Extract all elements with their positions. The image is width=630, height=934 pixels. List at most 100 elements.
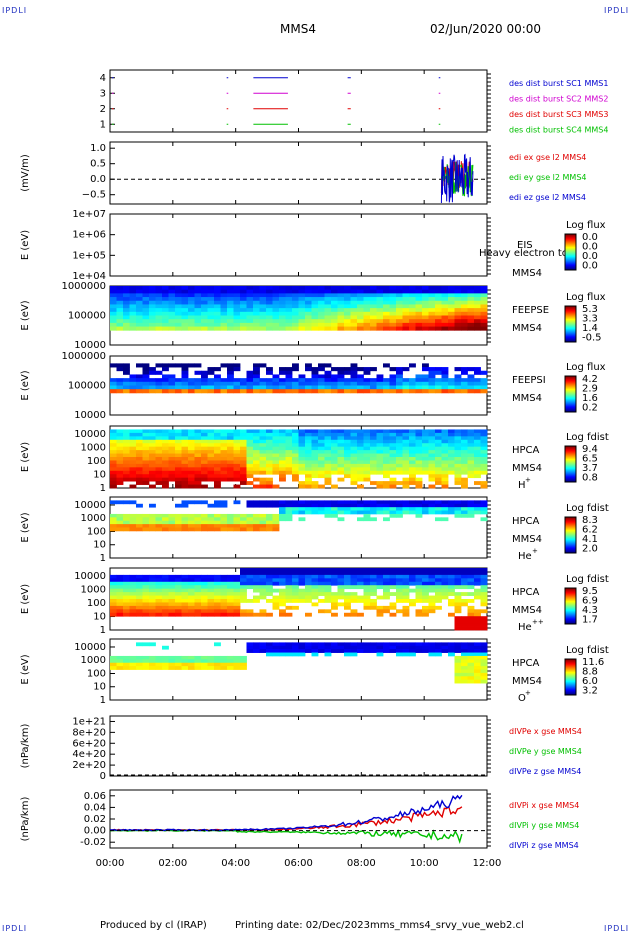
heatmap-cell-feepse [448,289,455,294]
colorbar-cell-hpca_he [565,546,576,548]
heatmap-cell-hpca_he [383,510,390,515]
heatmap-cell-feepsi [383,389,390,394]
heatmap-cell-feepsi [266,378,273,383]
heatmap-cell-hpca_he2 [181,585,189,590]
heatmap-cell-feepse [188,300,195,305]
heatmap-cell-hpca_he [331,500,338,505]
heatmap-cell-hpca_he2 [123,599,130,603]
heatmap-cell-hpca_h [461,453,468,458]
heatmap-cell-hpca_he2 [194,605,202,610]
heatmap-cell-hpca_o [285,652,293,657]
heatmap-cell-hpca_h [162,463,169,468]
heatmap-cell-feepse [389,319,397,324]
heatmap-cell-hpca_h [324,481,332,485]
heatmap-cell-hpca_he2 [337,585,345,590]
heatmap-cell-hpca_o [467,655,475,660]
heatmap-cell-hpca_he2 [376,571,384,576]
heatmap-cell-feepse [214,308,221,313]
heatmap-cell-hpca_he2 [188,605,195,610]
heatmap-cell-hpca_o [142,659,150,664]
heatmap-cell-hpca_he2 [233,592,241,596]
heatmap-cell-hpca_he2 [396,568,403,572]
heatmap-cell-hpca_h [207,467,215,472]
heatmap-cell-hpca_h [201,470,208,475]
heatmap-cell-hpca_o [220,655,228,660]
heatmap-cell-feepsi [331,385,338,390]
heatmap-cell-hpca_he2 [376,595,384,600]
heatmap-cell-hpca_he2 [188,581,195,586]
heatmap-cell-hpca_h [344,450,351,454]
heatmap-cell-feepse [396,293,403,298]
heatmap-cell-hpca_he2 [305,592,312,596]
heatmap-cell-feepsi [175,385,182,390]
heatmap-cell-hpca_he2 [116,592,124,596]
heatmap-cell-hpca_h [467,474,475,479]
heatmap-cell-feepse [363,297,371,302]
heatmap-cell-hpca_o [175,662,182,667]
heatmap-cell-hpca_h [233,432,241,437]
heatmap-cell-hpca_he2 [149,581,156,586]
heatmap-cell-hpca_h [149,450,156,454]
legend-entry-edi: edi ex gse l2 MMS4 [509,153,586,162]
heatmap-cell-hpca_o [168,659,176,664]
heatmap-cell-feepse [298,297,306,302]
heatmap-cell-hpca_o [370,645,377,650]
heatmap-cell-hpca_h [240,450,247,454]
heatmap-cell-feepse [389,304,397,309]
heatmap-cell-hpca_he2 [181,609,189,614]
heatmap-cell-hpca_he [467,500,475,505]
heatmap-cell-feepsi [337,367,345,372]
heatmap-cell-feepse [220,319,228,324]
heatmap-cell-feepsi [129,389,137,394]
heatmap-cell-hpca_he [181,527,189,532]
heatmap-cell-hpca_he2 [389,605,397,610]
heatmap-cell-hpca_h [227,450,234,454]
heatmap-cell-hpca_h [220,453,228,458]
heatmap-cell-feepse [396,311,403,316]
heatmap-cell-feepse [402,289,410,294]
heatmap-cell-hpca_he2 [331,599,338,603]
heatmap-cell-hpca_he [162,520,169,525]
heatmap-cell-hpca_he2 [110,592,117,596]
heatmap-cell-feepsi [136,389,143,394]
heatmap-cell-hpca_h [383,453,390,458]
heatmap-cell-hpca_h [259,436,267,441]
heatmap-cell-hpca_he2 [110,599,117,603]
heatmap-cell-feepse [227,304,234,309]
heatmap-cell-feepse [259,315,267,320]
heatmap-cell-hpca_he2 [344,592,351,596]
panel-frame-burst [109,69,488,133]
heatmap-cell-hpca_he2 [168,605,176,610]
heatmap-cell-hpca_h [175,439,182,444]
heatmap-cell-hpca_h [435,436,442,441]
heatmap-cell-hpca_o [220,659,228,664]
heatmap-cell-feepsi [474,381,481,386]
heatmap-cell-hpca_h [311,484,319,489]
heatmap-cell-hpca_o [175,659,182,664]
heatmap-cell-hpca_he2 [136,574,143,579]
heatmap-cell-hpca_he [337,507,345,511]
heatmap-cell-feepsi [279,381,286,386]
heatmap-cell-hpca_o [435,642,442,647]
heatmap-cell-hpca_he2 [194,588,202,593]
heatmap-cell-hpca_he [305,507,312,511]
heatmap-cell-feepsi [194,378,202,383]
colorbar-cell-eis [565,239,576,241]
heatmap-cell-hpca_h [363,470,371,475]
heatmap-cell-feepse [233,286,241,291]
heatmap-cell-hpca_he2 [207,581,215,586]
heatmap-cell-feepse [201,319,208,324]
heatmap-cell-hpca_he [168,520,176,525]
heatmap-cell-hpca_o [298,649,306,653]
heatmap-cell-hpca_h [448,436,455,441]
heatmap-cell-hpca_he2 [155,602,163,607]
heatmap-cell-hpca_he2 [188,612,195,617]
heatmap-cell-feepse [214,297,221,302]
heatmap-cell-feepsi [175,381,182,386]
heatmap-cell-feepsi [129,385,137,390]
heatmap-cell-hpca_h [155,429,163,434]
heatmap-cell-hpca_h [181,460,189,465]
heatmap-cell-hpca_he2 [409,602,416,607]
heatmap-cell-hpca_he2 [162,578,169,583]
heatmap-cell-hpca_h [240,481,247,485]
